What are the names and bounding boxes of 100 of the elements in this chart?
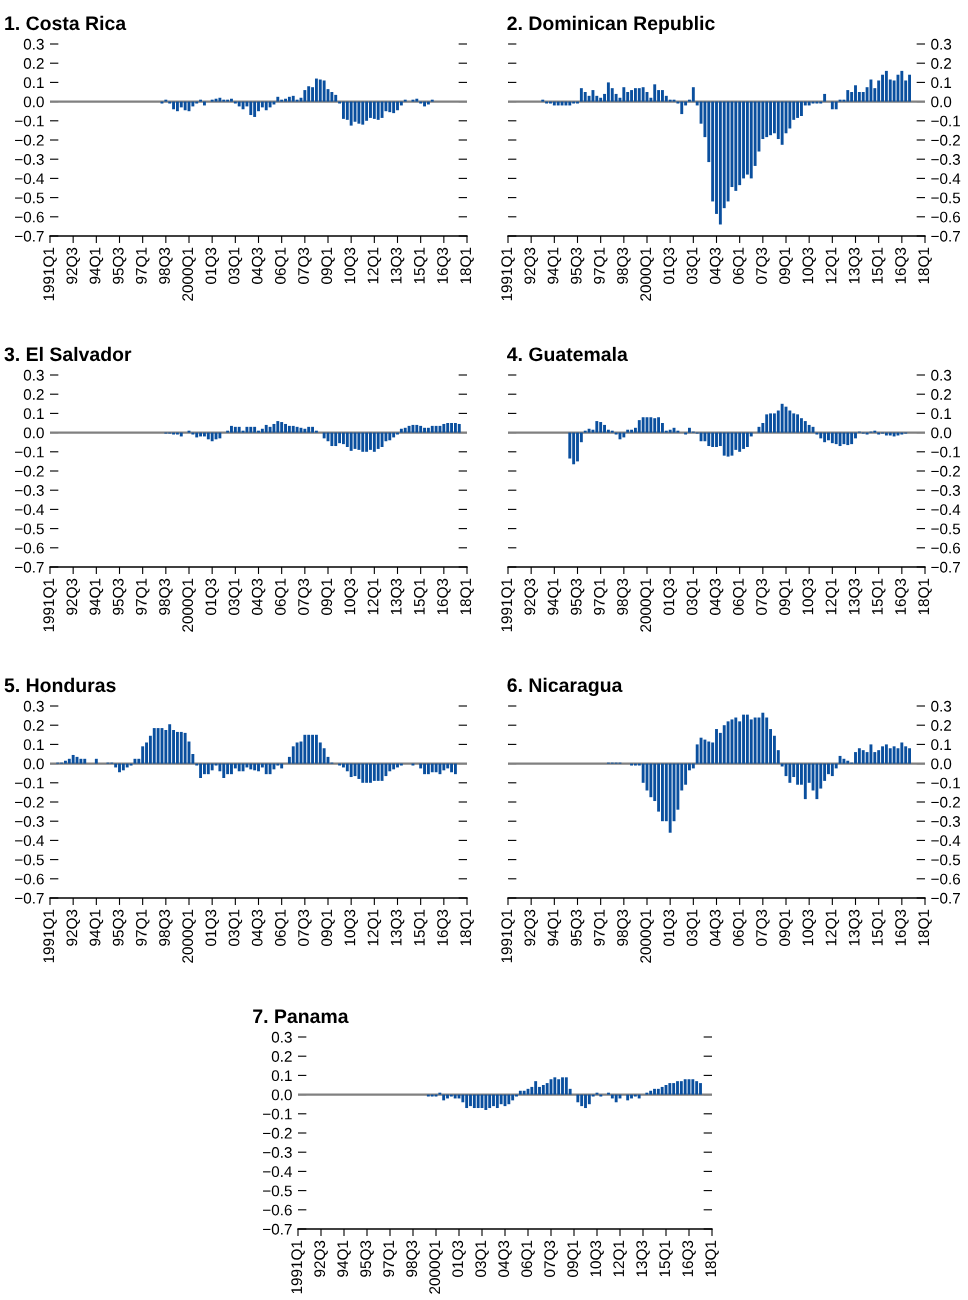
bar: [365, 101, 369, 121]
bar: [753, 717, 757, 764]
y-tick-label: −0.3: [15, 485, 44, 496]
bar: [683, 1079, 687, 1095]
y2-tick-label: −0.1: [931, 777, 960, 789]
bar: [522, 1090, 526, 1095]
bar: [649, 417, 653, 433]
bar: [745, 432, 749, 447]
x-tick-label: 2000Q1: [640, 909, 654, 963]
bar: [838, 755, 842, 764]
bar: [388, 763, 392, 772]
bar: [284, 98, 287, 102]
bar: [492, 1094, 495, 1107]
chart-title: 1. Costa Rica: [5, 15, 127, 31]
y2-tick-label: 0.2: [931, 720, 952, 731]
bar: [357, 101, 361, 124]
bar: [342, 432, 345, 445]
x-tick-label: 13Q3: [390, 909, 405, 946]
bar: [695, 1081, 699, 1095]
y-tick-label: 0.2: [23, 58, 44, 69]
bar: [772, 413, 776, 433]
x-tick-label: 1991Q1: [501, 909, 515, 963]
bar: [388, 101, 392, 113]
bar: [415, 98, 419, 102]
bar: [734, 101, 738, 191]
y-tick-label: −0.5: [15, 523, 44, 535]
bar: [268, 426, 272, 433]
bar: [442, 423, 446, 433]
x-tick-label: 16Q3: [682, 1240, 696, 1277]
x-tick-label: 10Q3: [802, 578, 816, 615]
bar: [430, 425, 434, 433]
bar: [850, 432, 854, 445]
bar: [268, 763, 272, 775]
bar: [742, 714, 745, 764]
x-tick-label: 10Q3: [802, 909, 816, 946]
bar: [307, 86, 311, 102]
chart-title: 5. Honduras: [4, 677, 116, 693]
x-tick-label: 12Q1: [613, 1240, 627, 1277]
bar: [846, 432, 850, 446]
bar: [691, 87, 695, 102]
bar: [699, 432, 703, 442]
bar: [249, 101, 253, 116]
bar: [372, 763, 376, 781]
y-tick-label: −0.2: [15, 465, 44, 477]
x-tick-label: 98Q3: [159, 247, 173, 284]
bar: [869, 744, 873, 764]
x-tick-label: 18Q1: [460, 578, 474, 615]
bar: [365, 763, 369, 783]
bar: [641, 417, 645, 433]
x-tick-label: 04Q3: [251, 909, 266, 946]
x-tick-label: 04Q3: [709, 909, 724, 946]
bar: [584, 1094, 587, 1109]
bar: [595, 421, 599, 433]
bar: [557, 1079, 561, 1095]
bar: [403, 427, 407, 433]
bar: [276, 96, 280, 102]
bar: [203, 763, 206, 775]
x-tick-label: 04Q3: [251, 247, 266, 284]
x-tick-label: 2000Q1: [182, 909, 196, 963]
x-tick-label: 98Q3: [617, 909, 631, 946]
x-tick-label: 06Q1: [274, 247, 289, 284]
bar: [653, 418, 657, 433]
bar: [626, 429, 630, 433]
y2-tick-label: −0.2: [931, 134, 960, 146]
x-tick-label: 03Q1: [686, 909, 701, 946]
bar: [280, 422, 284, 433]
bar: [722, 432, 726, 456]
bar: [152, 728, 156, 764]
y2-tick-label: −0.1: [931, 115, 960, 127]
bar: [738, 432, 742, 452]
bar: [94, 758, 98, 764]
bar: [121, 763, 125, 771]
y2-tick-label: 0.2: [931, 58, 952, 69]
y2-tick-label: −0.5: [931, 192, 961, 204]
x-tick-label: 16Q3: [895, 247, 909, 284]
bar: [656, 1088, 660, 1095]
bar: [603, 424, 606, 433]
bar: [614, 1094, 618, 1103]
bar: [369, 432, 372, 450]
bar: [357, 763, 361, 779]
bar: [564, 1077, 568, 1095]
bar: [649, 763, 653, 798]
bar: [796, 101, 800, 118]
x-tick-label: 92Q3: [524, 247, 538, 284]
bar: [345, 432, 349, 447]
bar: [419, 425, 423, 433]
y-tick-label: 0.1: [271, 1070, 292, 1082]
y2-tick-label: −0.5: [931, 854, 961, 866]
bar: [908, 748, 911, 764]
y2-tick-label: −0.7: [931, 230, 960, 242]
x-tick-label: 1991Q1: [501, 247, 515, 301]
bar: [545, 1083, 549, 1095]
bar: [423, 763, 426, 775]
x-tick-label: 01Q3: [205, 247, 219, 284]
bar: [830, 432, 834, 444]
x-tick-label: 07Q3: [544, 1240, 558, 1277]
x-tick-label: 94Q1: [89, 578, 104, 615]
x-tick-label: 92Q3: [314, 1240, 328, 1277]
x-tick-label: 10Q3: [344, 578, 358, 615]
x-tick-label: 06Q1: [274, 909, 289, 946]
